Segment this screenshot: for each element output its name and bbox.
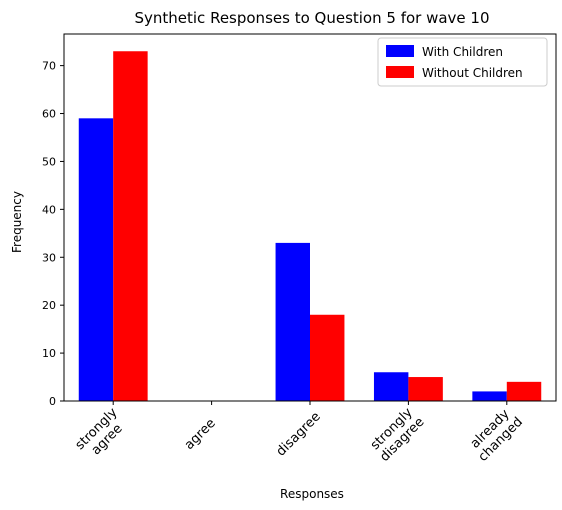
svg-text:stronglydisagree: stronglydisagree bbox=[367, 404, 428, 465]
y-tick-label: 20 bbox=[42, 299, 56, 312]
y-tick-label: 0 bbox=[49, 395, 56, 408]
legend-swatch bbox=[386, 66, 414, 78]
y-tick-label: 70 bbox=[42, 60, 56, 73]
bar-without-children-3 bbox=[408, 377, 443, 401]
svg-text:stronglyagree: stronglyagree bbox=[73, 405, 132, 464]
legend-label: With Children bbox=[422, 45, 503, 59]
bar-with-children-2 bbox=[275, 242, 310, 401]
svg-text:disagree: disagree bbox=[274, 409, 324, 459]
x-axis-label: Responses bbox=[280, 487, 344, 501]
bars-group bbox=[78, 51, 542, 401]
x-tick-label: stronglyagree bbox=[73, 405, 132, 464]
chart-title: Synthetic Responses to Question 5 for wa… bbox=[134, 9, 489, 27]
x-tick-label: alreadychanged bbox=[465, 404, 526, 465]
y-tick-label: 50 bbox=[42, 155, 56, 168]
y-tick-label: 30 bbox=[42, 251, 56, 264]
legend-swatch bbox=[386, 45, 414, 57]
bar-without-children-4 bbox=[506, 381, 542, 401]
x-axis: stronglyagree agree disagree stronglydisagr… bbox=[73, 401, 526, 465]
legend-label: Without Children bbox=[422, 66, 523, 80]
bar-with-children-3 bbox=[373, 372, 409, 401]
svg-text:alreadychanged: alreadychanged bbox=[465, 404, 526, 465]
legend: With Children Without Children bbox=[377, 37, 548, 87]
y-axis-label: Frequency bbox=[10, 191, 24, 253]
bar-with-children-4 bbox=[472, 391, 507, 401]
bar-with-children-0 bbox=[78, 118, 114, 401]
svg-text:agree: agree bbox=[182, 416, 219, 453]
y-tick-label: 10 bbox=[42, 347, 56, 360]
y-tick-label: 60 bbox=[42, 108, 56, 121]
legend-box bbox=[377, 37, 548, 87]
x-tick-label: stronglydisagree bbox=[367, 404, 428, 465]
bar-without-children-2 bbox=[310, 314, 345, 401]
x-tick-label: agree bbox=[182, 416, 219, 453]
bar-without-children-0 bbox=[113, 51, 148, 401]
y-tick-label: 40 bbox=[42, 203, 56, 216]
x-tick-label: disagree bbox=[274, 409, 324, 459]
y-axis: 0 10 20 30 40 50 60 70 bbox=[42, 60, 64, 408]
